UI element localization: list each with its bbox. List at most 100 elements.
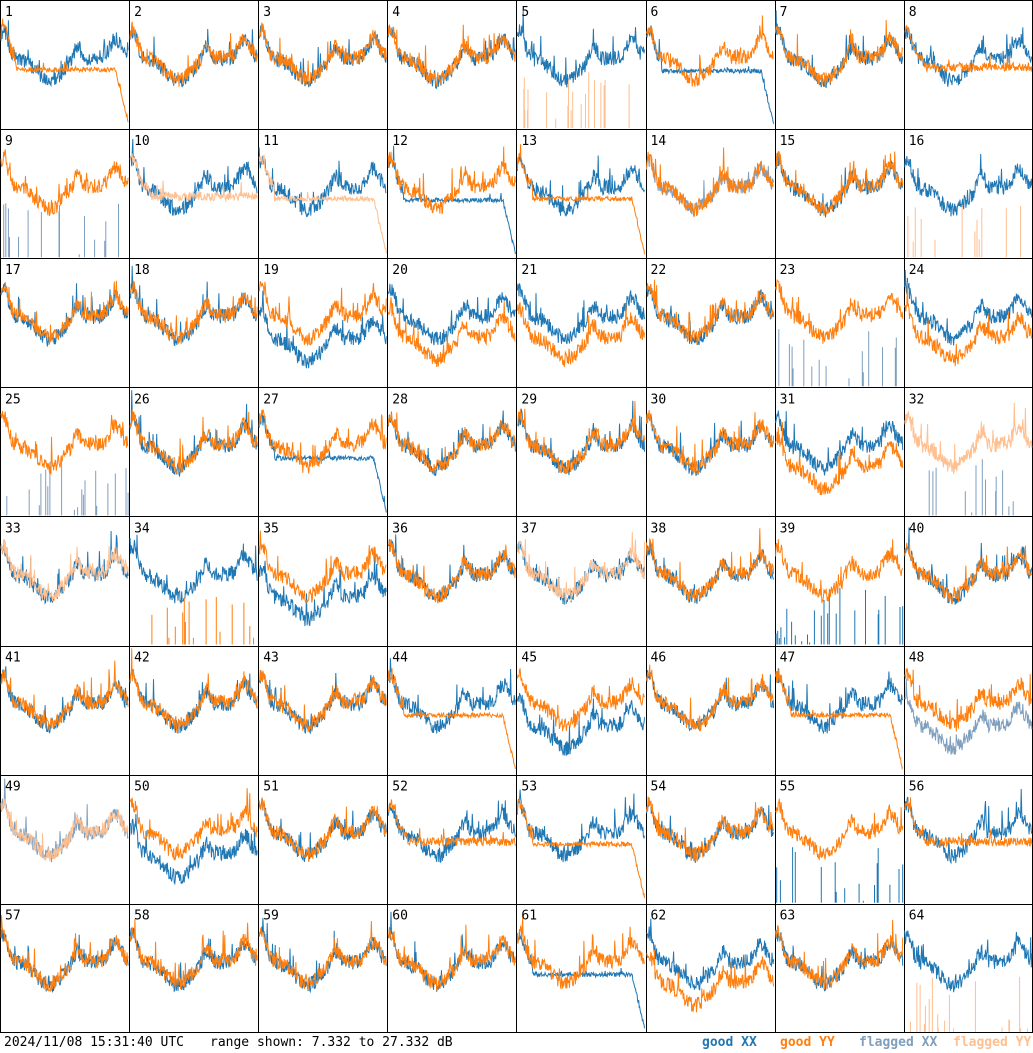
series-xx-line — [904, 153, 1033, 217]
series-yy-line — [0, 410, 129, 476]
series-yy-line — [775, 19, 904, 87]
antenna-panel: 42 — [129, 648, 258, 734]
antenna-panel: 38 — [646, 521, 775, 604]
antenna-panel: 51 — [258, 780, 387, 862]
series-xx-line — [129, 138, 258, 216]
panel-number: 11 — [263, 134, 279, 149]
panel-number: 62 — [651, 909, 667, 924]
panel-number: 43 — [263, 651, 279, 666]
panel-number: 12 — [392, 134, 408, 149]
antenna-panel: 22 — [646, 263, 775, 346]
panel-number: 13 — [521, 134, 537, 149]
series-yy-line — [904, 24, 1033, 74]
series-yy-line — [775, 151, 904, 216]
antenna-panel: 8 — [904, 5, 1033, 87]
panel-number: 6 — [651, 5, 659, 20]
series-xx-line — [516, 154, 645, 217]
antenna-panel: 15 — [775, 134, 904, 218]
antenna-panel: 58 — [129, 909, 258, 993]
series-yy-line — [129, 280, 258, 345]
series-yy-line — [129, 919, 258, 990]
panel-number: 42 — [134, 651, 150, 666]
panel-number: 58 — [134, 909, 150, 924]
antenna-panel: 40 — [904, 521, 1033, 605]
series-xx-line — [904, 678, 1033, 755]
series-yy-line — [0, 915, 129, 993]
antenna-panel: 31 — [775, 392, 904, 496]
series-yy-line — [646, 410, 775, 475]
panel-number: 61 — [521, 909, 537, 924]
panel-number: 44 — [392, 651, 408, 666]
antenna-panel: 54 — [646, 780, 775, 863]
panel-number: 26 — [134, 392, 150, 407]
legend-flagged-yy: flagged YY — [953, 1035, 1032, 1050]
series-xx-line — [646, 918, 775, 991]
series-yy-line — [775, 919, 904, 990]
panel-number: 49 — [5, 780, 21, 795]
series-yy-line — [646, 279, 775, 346]
panel-number: 55 — [780, 780, 796, 795]
series-yy-line — [387, 539, 516, 604]
panel-number: 18 — [134, 263, 150, 278]
series-xx-line — [516, 789, 645, 863]
panel-number: 20 — [392, 263, 408, 278]
series-yy-line — [387, 799, 516, 848]
series-yy-line — [516, 915, 645, 990]
series-yy-line — [387, 297, 516, 368]
panel-number: 1 — [5, 5, 13, 20]
antenna-panel: 59 — [258, 909, 387, 994]
antenna-panel: 47 — [775, 651, 904, 770]
antenna-panel: 53 — [516, 780, 645, 899]
antenna-panel: 56 — [904, 780, 1033, 865]
panel-number: 31 — [780, 392, 796, 407]
antenna-panel: 35 — [258, 521, 387, 627]
panel-number: 15 — [780, 134, 796, 149]
series-yy-line — [387, 412, 516, 474]
series-xx-line — [775, 410, 904, 476]
series-xx-line — [129, 669, 258, 734]
series-xx-line — [904, 527, 1033, 605]
panel-number: 27 — [263, 392, 279, 407]
panel-number: 24 — [909, 263, 925, 278]
antenna-panel: 14 — [646, 134, 775, 218]
antenna-panel: 21 — [516, 263, 645, 368]
antenna-panel: 4 — [387, 5, 516, 90]
panel-number: 36 — [392, 521, 408, 536]
series-yy-line — [775, 798, 904, 861]
series-yy-line — [904, 542, 1033, 605]
range-label: range shown: 7.332 to 27.332 dB — [210, 1035, 453, 1050]
panel-number: 2 — [134, 5, 142, 20]
panel-number: 64 — [909, 909, 925, 924]
antenna-panel: 41 — [0, 651, 129, 734]
series-yy-line — [258, 797, 387, 862]
panel-number: 10 — [134, 134, 150, 149]
series-yy-line — [910, 976, 1028, 1032]
series-yy-line — [0, 18, 129, 123]
antenna-panel: 12 — [387, 134, 516, 255]
antenna-panel: 3 — [258, 5, 387, 88]
panel-number: 30 — [651, 392, 667, 407]
series-yy-line — [775, 668, 904, 770]
series-yy-line — [129, 648, 258, 734]
antenna-panel: 63 — [775, 909, 904, 992]
panel-number: 33 — [5, 521, 21, 536]
panel-number: 8 — [909, 5, 917, 20]
series-xx-line — [0, 530, 129, 605]
series-xx-line — [516, 692, 645, 756]
antenna-panel: 26 — [129, 390, 258, 478]
series-xx-line — [778, 329, 897, 387]
panel-number: 3 — [263, 5, 271, 20]
legend-good-yy: good YY — [780, 1035, 835, 1050]
series-yy-line — [523, 72, 630, 129]
panel-number: 23 — [780, 263, 796, 278]
series-xx-line — [904, 25, 1033, 87]
series-xx-line — [129, 534, 258, 604]
series-yy-line — [516, 668, 645, 732]
panel-number: 52 — [392, 780, 408, 795]
antenna-panel: 39 — [775, 521, 904, 645]
series-yy-line — [904, 668, 1033, 732]
panel-number: 16 — [909, 134, 925, 149]
series-xx-line — [6, 459, 129, 516]
panel-number: 34 — [134, 521, 150, 536]
panel-number: 46 — [651, 651, 667, 666]
